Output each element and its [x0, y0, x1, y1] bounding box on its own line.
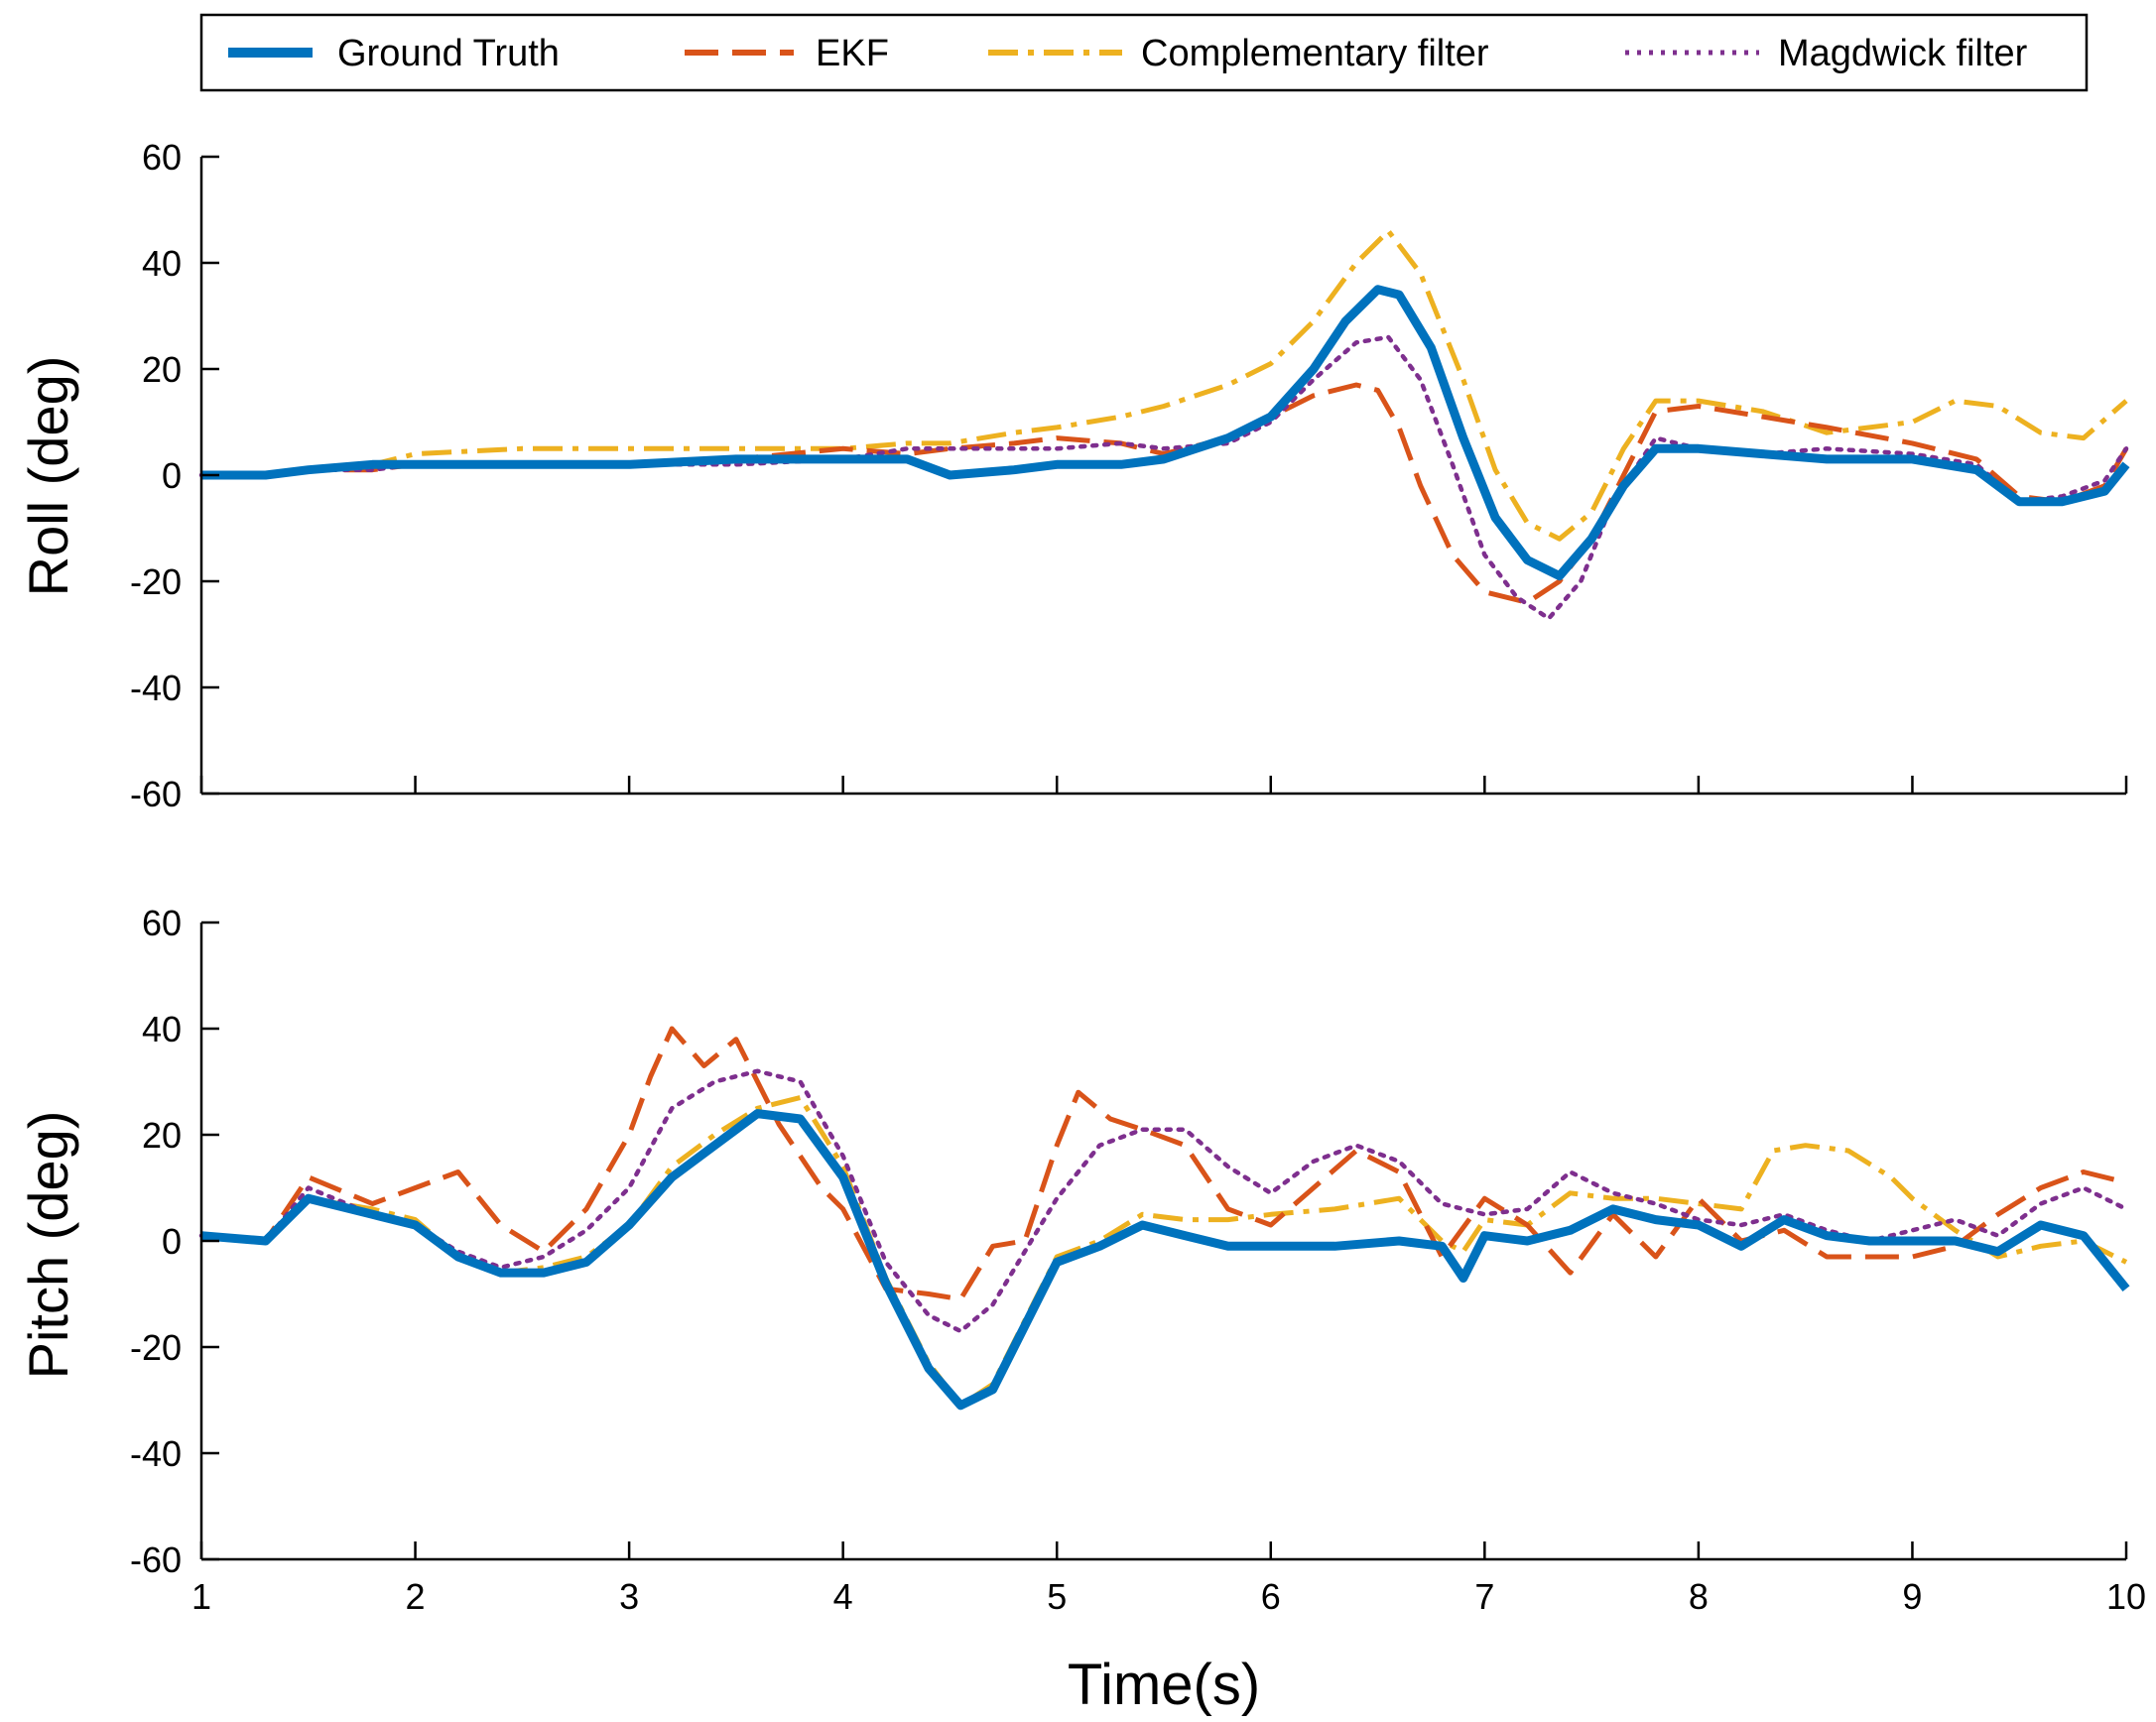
pitch-x-tick-label: 10: [2106, 1576, 2146, 1617]
pitch-x-tick-label: 4: [833, 1576, 853, 1617]
roll-y-tick-label: 0: [162, 455, 182, 496]
pitch-x-tick-label: 9: [1902, 1576, 1922, 1617]
pitch-y-tick-label: -40: [130, 1433, 182, 1474]
pitch-x-tick-label: 2: [406, 1576, 426, 1617]
roll-series-complementary-filter: [201, 228, 2128, 542]
roll-y-tick-label: 40: [142, 243, 182, 284]
legend-label-complementary: Complementary filter: [1141, 33, 1489, 74]
pitch-x-tick-label: 8: [1689, 1576, 1709, 1617]
pitch-x-tick-label: 6: [1261, 1576, 1281, 1617]
pitch-x-tick-label: 7: [1474, 1576, 1494, 1617]
roll-series-magdwick-filter: [198, 334, 2129, 621]
pitch-y-tick-label: 60: [142, 903, 182, 943]
roll-y-tick-label: -60: [130, 774, 182, 814]
pitch-y-axis-label: Pitch (deg): [17, 1111, 79, 1380]
pitch-series-ekf: [200, 1026, 2127, 1302]
legend-entry-complementary: Complementary filter: [988, 33, 1489, 74]
legend-entry-ground-truth: Ground Truth: [228, 33, 560, 74]
pitch-series-magdwick-filter: [198, 1068, 2129, 1334]
legend-label-ground-truth: Ground Truth: [337, 33, 560, 74]
pitch-subplot: -60 -40 -20 0 20 40 60 1 2 3 4 5 6 7 8 9 10 Pitch (deg): [17, 903, 2146, 1617]
legend-entry-magdwick: Magdwick filter: [1625, 33, 2028, 74]
pitch-y-tick-label: 0: [162, 1221, 182, 1262]
pitch-series-ground-truth: [200, 1109, 2130, 1411]
roll-axes: -60 -40 -20 0 20 40 60: [130, 137, 2128, 814]
legend: Ground Truth EKF Complementary filter Ma…: [199, 13, 2089, 92]
pitch-y-tick-label: -60: [130, 1539, 182, 1580]
legend-box: [199, 13, 2089, 92]
roll-series: [198, 228, 2130, 621]
pitch-series-complementary-filter: [200, 1095, 2128, 1409]
roll-y-tick-label: 20: [142, 349, 182, 390]
pitch-y-tick-label: 20: [142, 1115, 182, 1156]
legend-label-magdwick: Magdwick filter: [1778, 33, 2028, 74]
roll-y-tick-label: -20: [130, 561, 182, 602]
roll-y-tick-label: -40: [130, 668, 182, 708]
roll-series-ekf: [201, 382, 2129, 605]
roll-series-ground-truth: [201, 285, 2130, 581]
pitch-series: [198, 1026, 2130, 1411]
pitch-y-tick-label: -20: [130, 1327, 182, 1368]
pitch-x-tick-label: 3: [619, 1576, 639, 1617]
legend-label-ekf: EKF: [816, 33, 889, 74]
roll-subplot: -60 -40 -20 0 20 40 60 Roll (deg): [17, 137, 2130, 814]
pitch-x-tick-label: 5: [1047, 1576, 1067, 1617]
roll-y-tick-label: 60: [142, 137, 182, 178]
legend-entry-ekf: EKF: [685, 33, 889, 74]
pitch-x-tick-label: 1: [191, 1576, 211, 1617]
pitch-y-tick-label: 40: [142, 1009, 182, 1049]
x-axis-label: Time(s): [1068, 1653, 1260, 1717]
pitch-axes: -60 -40 -20 0 20 40 60 1 2 3 4 5 6 7 8 9 10: [130, 903, 2146, 1617]
roll-y-axis-label: Roll (deg): [17, 356, 79, 597]
